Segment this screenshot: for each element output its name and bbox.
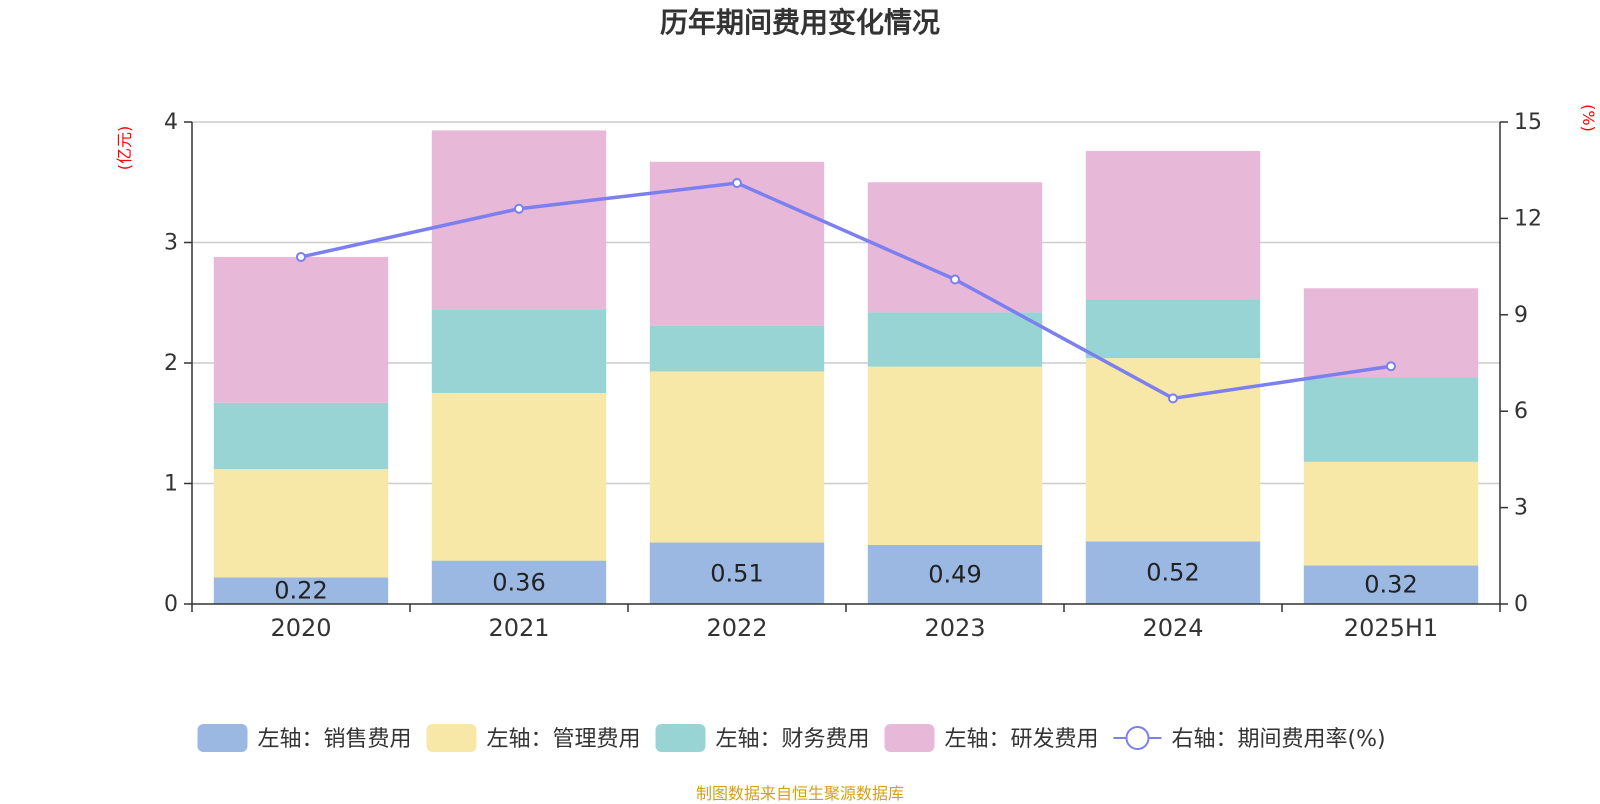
legend-swatch (426, 724, 477, 752)
bar-segment (431, 560, 607, 604)
x-axis-tick-label: 2022 (706, 614, 767, 642)
legend-label: 左轴：研发费用 (945, 727, 1099, 752)
rate-point (1168, 393, 1178, 404)
bar-segment (431, 130, 607, 310)
rate-point (1386, 361, 1396, 372)
bar-segment (1303, 461, 1479, 566)
legend-swatch (197, 724, 248, 752)
bar-segment (1085, 358, 1261, 542)
left-axis-tick-label: 3 (164, 231, 178, 256)
bar-segment (431, 393, 607, 561)
source-note: 制图数据来自恒生聚源数据库 (695, 784, 904, 803)
bar-segment (649, 371, 825, 543)
data-label: 0.22 (274, 577, 327, 605)
x-axis-tick-label: 2024 (1142, 614, 1203, 642)
bar-segment (213, 577, 389, 604)
bar-segment (1085, 150, 1261, 300)
left-axis-unit: (亿元) (115, 126, 134, 171)
left-axis-tick-label: 1 (164, 472, 178, 497)
rate-point (296, 251, 306, 262)
data-label: 0.52 (1146, 559, 1199, 587)
bar-segment (867, 544, 1043, 604)
legend-swatch (884, 724, 935, 752)
data-labels: 0.22 0.36 0.51 0.49 0.52 0.32 (274, 559, 1417, 605)
right-axis-tick-label: 3 (1514, 496, 1528, 521)
left-axis-tick-label: 4 (164, 110, 178, 135)
legend-label: 左轴：管理费用 (487, 727, 641, 752)
rate-line (296, 178, 1396, 404)
bar-segment (867, 312, 1043, 367)
right-axis-tick-label: 6 (1514, 399, 1528, 424)
legend-label: 左轴：销售费用 (258, 727, 412, 752)
rate-point (950, 274, 960, 285)
bar-segment (213, 469, 389, 578)
data-label: 0.36 (492, 568, 545, 596)
data-label: 0.32 (1364, 571, 1417, 599)
left-axis-tick-label: 2 (164, 351, 178, 376)
bar-segment (1085, 299, 1261, 359)
left-axis-tick-label: 0 (164, 592, 178, 617)
right-axis-tick-label: 15 (1514, 110, 1542, 135)
legend-swatch (655, 724, 706, 752)
chart-title: 历年期间费用变化情况 (660, 6, 940, 39)
x-axis-tick-label: 2023 (924, 614, 985, 642)
bar-segment (649, 325, 825, 372)
bar-segment (213, 402, 389, 470)
rate-point (732, 178, 742, 189)
right-axis-tick-label: 0 (1514, 592, 1528, 617)
bar-segment (649, 542, 825, 604)
x-axis-tick-label: 2025H1 (1344, 614, 1438, 642)
legend-label: 左轴：财务费用 (716, 727, 870, 752)
legend-line-marker (1125, 726, 1150, 750)
right-axis-tick-label: 12 (1514, 206, 1542, 231)
x-axis-tick-label: 2021 (488, 614, 549, 642)
bars (213, 130, 1479, 604)
data-label: 0.49 (928, 560, 981, 588)
bar-segment (867, 182, 1043, 313)
bar-segment (1303, 565, 1479, 604)
bar-segment (431, 309, 607, 394)
grid-lines (192, 121, 1500, 485)
rate-point (514, 203, 524, 214)
bar-segment (213, 256, 389, 403)
rate-line-path (300, 181, 1392, 401)
bar-segment (1303, 377, 1479, 462)
legend-label: 右轴：期间费用率(%) (1172, 727, 1386, 752)
legend: 左轴：销售费用 左轴：管理费用 左轴：财务费用 左轴：研发费用 右轴：期间费用率(%) (197, 724, 1386, 752)
right-axis-unit: (%) (1579, 104, 1598, 132)
right-axis-tick-label: 9 (1514, 303, 1528, 328)
bar-segment (1085, 541, 1261, 604)
bar-segment (867, 366, 1043, 545)
x-axis-tick-label: 2020 (270, 614, 331, 642)
data-label: 0.51 (710, 559, 763, 587)
